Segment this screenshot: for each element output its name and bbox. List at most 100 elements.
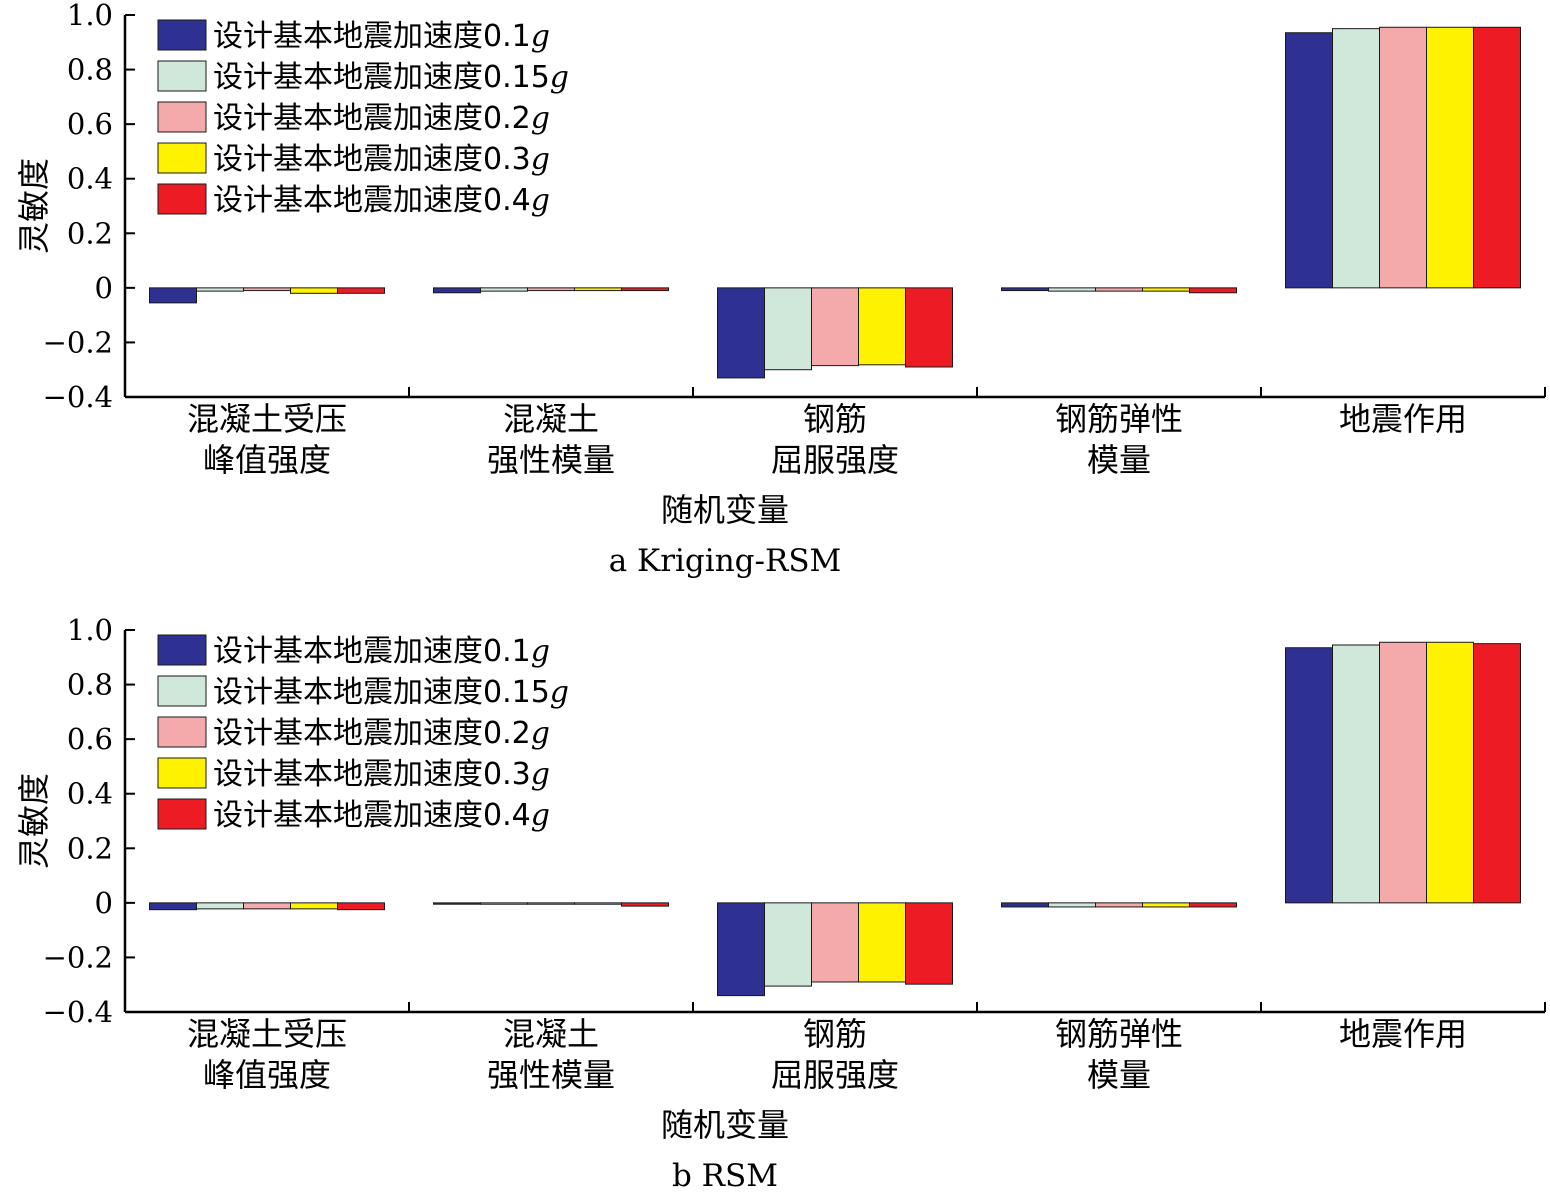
legend-swatch — [157, 757, 207, 789]
bar — [858, 287, 906, 366]
bar — [196, 287, 244, 292]
bar — [1332, 28, 1380, 289]
y-tick-label: 0.2 — [67, 216, 113, 250]
bar — [337, 287, 385, 294]
legend-label: 设计基本地震加速度0.3g — [213, 757, 550, 792]
y-tick-label: 1.0 — [67, 0, 113, 32]
x-category-label: 屈服强度 — [771, 441, 899, 479]
bar — [717, 287, 765, 379]
y-tick-label: −0.4 — [43, 995, 113, 1029]
bar — [290, 902, 338, 910]
legend-swatch — [157, 634, 207, 666]
legend-swatch — [157, 142, 207, 174]
y-tick-label: 0.2 — [67, 831, 113, 865]
bar — [243, 287, 291, 292]
bar — [337, 902, 385, 911]
legend-label: 设计基本地震加速度0.1g — [213, 634, 550, 669]
x-category-label: 钢筋 — [803, 400, 867, 438]
bar — [1379, 641, 1427, 904]
bar — [1048, 287, 1096, 292]
x-axis-title: 随机变量 — [661, 1106, 789, 1144]
bar — [1095, 287, 1143, 292]
bar — [149, 287, 197, 304]
panel-caption: b RSM — [672, 1158, 778, 1194]
legend: 设计基本地震加速度0.1g 设计基本地震加速度0.15g 设计基本地震加速度0.2g… — [157, 634, 569, 833]
bar — [1332, 644, 1380, 904]
bar — [1379, 26, 1427, 289]
x-category-label: 模量 — [1087, 441, 1151, 479]
legend-label: 设计基本地震加速度0.4g — [213, 183, 550, 218]
bar — [1048, 902, 1096, 908]
legend: 设计基本地震加速度0.1g 设计基本地震加速度0.15g 设计基本地震加速度0.2g… — [157, 19, 569, 218]
bar — [717, 902, 765, 997]
legend-label: 设计基本地震加速度0.1g — [213, 19, 550, 54]
bar — [764, 287, 812, 371]
bar — [149, 902, 197, 911]
legend-label: 设计基本地震加速度0.2g — [213, 716, 550, 751]
bar — [621, 902, 669, 907]
legend-swatch — [157, 19, 207, 51]
y-tick-label: 0.8 — [67, 53, 113, 87]
legend-swatch — [157, 183, 207, 215]
x-category-label: 混凝土 — [503, 1015, 599, 1053]
legend-label: 设计基本地震加速度0.15g — [213, 675, 569, 710]
bar — [858, 902, 906, 983]
legend-label: 设计基本地震加速度0.2g — [213, 101, 550, 136]
bar — [433, 902, 481, 905]
bar — [905, 287, 953, 368]
bar — [527, 287, 575, 292]
x-category-label: 混凝土受压 — [187, 400, 347, 438]
y-tick-label: 0.6 — [67, 107, 113, 141]
y-tick-label: 0.4 — [67, 777, 113, 811]
y-tick-label: −0.2 — [43, 325, 113, 359]
bar — [574, 902, 622, 905]
x-category-label: 混凝土受压 — [187, 1015, 347, 1053]
bar — [527, 902, 575, 905]
x-category-label: 模量 — [1087, 1056, 1151, 1094]
y-tick-label: 0.6 — [67, 722, 113, 756]
y-tick-label: −0.2 — [43, 940, 113, 974]
x-category-label: 地震作用 — [1339, 400, 1467, 438]
x-category-label: 钢筋弹性 — [1055, 400, 1183, 438]
y-tick-label: 0.4 — [67, 162, 113, 196]
x-category-label: 强性模量 — [487, 441, 615, 479]
y-axis-title: 灵敏度 — [15, 158, 53, 254]
bar — [574, 287, 622, 292]
panel-caption: a Kriging-RSM — [609, 543, 842, 579]
bar — [1473, 26, 1521, 289]
legend-swatch — [157, 798, 207, 830]
legend-swatch — [157, 60, 207, 92]
y-tick-label: 0 — [95, 271, 113, 305]
x-category-label: 钢筋弹性 — [1055, 1015, 1183, 1053]
bar — [1095, 902, 1143, 908]
bar — [1142, 902, 1190, 908]
bar — [811, 287, 859, 367]
legend-label: 设计基本地震加速度0.4g — [213, 798, 550, 833]
x-category-label: 强性模量 — [487, 1056, 615, 1094]
bar — [1189, 287, 1237, 294]
bar — [1426, 641, 1474, 904]
y-axis-title: 灵敏度 — [15, 773, 53, 869]
bar — [1285, 647, 1333, 904]
legend-swatch — [157, 716, 207, 748]
bar — [1001, 287, 1049, 292]
bar — [480, 902, 528, 905]
x-category-label: 混凝土 — [503, 400, 599, 438]
bar — [480, 287, 528, 292]
x-category-label: 屈服强度 — [771, 1056, 899, 1094]
bar — [196, 902, 244, 910]
y-tick-label: −0.4 — [43, 380, 113, 414]
legend-label: 设计基本地震加速度0.15g — [213, 60, 569, 95]
x-category-label: 峰值强度 — [203, 1056, 331, 1094]
y-tick-label: 1.0 — [67, 613, 113, 647]
bar — [1001, 902, 1049, 908]
bar — [621, 287, 669, 292]
bar — [433, 287, 481, 294]
legend-swatch — [157, 675, 207, 707]
x-category-label: 钢筋 — [803, 1015, 867, 1053]
bar — [1285, 32, 1333, 289]
x-category-label: 地震作用 — [1339, 1015, 1467, 1053]
x-axis-title: 随机变量 — [661, 491, 789, 529]
